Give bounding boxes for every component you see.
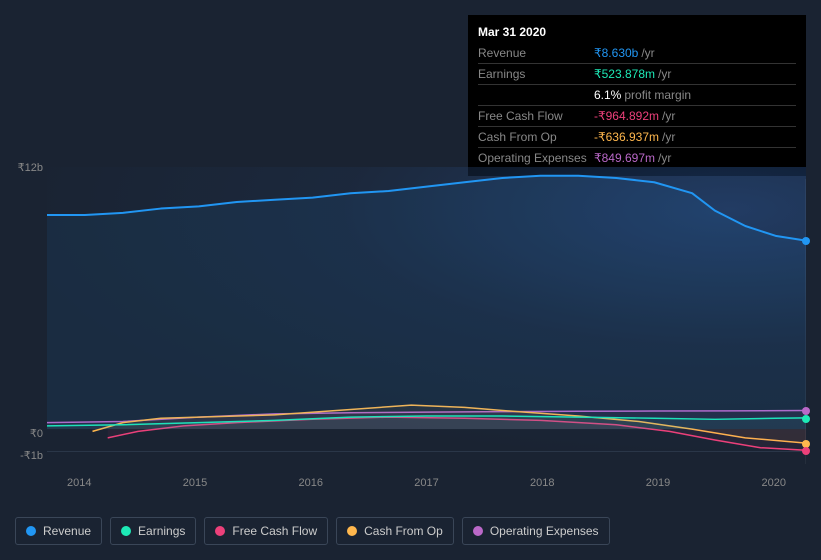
- legend-label: Free Cash Flow: [232, 524, 317, 538]
- tooltip-date: Mar 31 2020: [478, 23, 796, 41]
- tooltip-label: [478, 86, 594, 104]
- legend: Revenue Earnings Free Cash Flow Cash From O…: [15, 517, 610, 545]
- legend-label: Cash From Op: [364, 524, 443, 538]
- tooltip-value: ₹8.630b: [594, 46, 638, 60]
- x-axis-label: 2018: [530, 477, 554, 489]
- tooltip-label: Free Cash Flow: [478, 107, 594, 125]
- tooltip-value: -₹964.892m: [594, 109, 659, 123]
- tooltip-unit: profit margin: [624, 88, 691, 102]
- tooltip-row: 6.1%profit margin: [478, 84, 796, 105]
- x-axis-labels: 2014 2015 2016 2017 2018 2019 2020: [47, 477, 806, 489]
- end-marker: [802, 237, 810, 245]
- tooltip-unit: /yr: [658, 67, 671, 81]
- tooltip-label: Revenue: [478, 44, 594, 62]
- tooltip-rows: Revenue₹8.630b/yrEarnings₹523.878m/yr6.1…: [478, 43, 796, 168]
- legend-item-operating-expenses[interactable]: Operating Expenses: [462, 517, 610, 545]
- legend-item-cash-from-op[interactable]: Cash From Op: [336, 517, 454, 545]
- tooltip-label: Cash From Op: [478, 128, 594, 146]
- x-axis-label: 2015: [183, 477, 207, 489]
- legend-item-free-cash-flow[interactable]: Free Cash Flow: [204, 517, 328, 545]
- tooltip-unit: /yr: [641, 46, 654, 60]
- y-axis-label: -₹1b: [13, 449, 43, 462]
- tooltip-unit: /yr: [662, 130, 675, 144]
- tooltip-value: ₹523.878m: [594, 67, 655, 81]
- x-axis-label: 2017: [414, 477, 438, 489]
- legend-swatch: [215, 526, 225, 536]
- legend-item-earnings[interactable]: Earnings: [110, 517, 196, 545]
- tooltip-value: -₹636.937m: [594, 130, 659, 144]
- legend-label: Operating Expenses: [490, 524, 599, 538]
- tooltip-row: Cash From Op-₹636.937m/yr: [478, 126, 796, 147]
- tooltip-unit: /yr: [662, 109, 675, 123]
- legend-swatch: [473, 526, 483, 536]
- tooltip-label: Earnings: [478, 65, 594, 83]
- x-axis-label: 2014: [67, 477, 91, 489]
- y-axis-label: ₹12b: [13, 161, 43, 174]
- tooltip-value: 6.1%: [594, 88, 621, 102]
- x-axis-label: 2016: [299, 477, 323, 489]
- legend-swatch: [121, 526, 131, 536]
- x-axis-label: 2020: [762, 477, 786, 489]
- series-area-revenue: [47, 176, 806, 429]
- legend-label: Earnings: [138, 524, 185, 538]
- legend-swatch: [347, 526, 357, 536]
- tooltip-row: Free Cash Flow-₹964.892m/yr: [478, 105, 796, 126]
- x-axis-label: 2019: [646, 477, 670, 489]
- legend-swatch: [26, 526, 36, 536]
- tooltip-row: Revenue₹8.630b/yr: [478, 43, 796, 63]
- legend-label: Revenue: [43, 524, 91, 538]
- tooltip-row: Earnings₹523.878m/yr: [478, 63, 796, 84]
- y-axis-label: ₹0: [13, 427, 43, 440]
- end-marker: [802, 447, 810, 455]
- tooltip-panel: Mar 31 2020 Revenue₹8.630b/yrEarnings₹52…: [468, 15, 806, 176]
- plot-area[interactable]: [47, 167, 806, 452]
- chart[interactable]: ₹12b₹0-₹1b 2014201520162017201820192020: [15, 155, 806, 475]
- legend-item-revenue[interactable]: Revenue: [15, 517, 102, 545]
- chart-svg: [47, 167, 806, 451]
- end-marker: [802, 415, 810, 423]
